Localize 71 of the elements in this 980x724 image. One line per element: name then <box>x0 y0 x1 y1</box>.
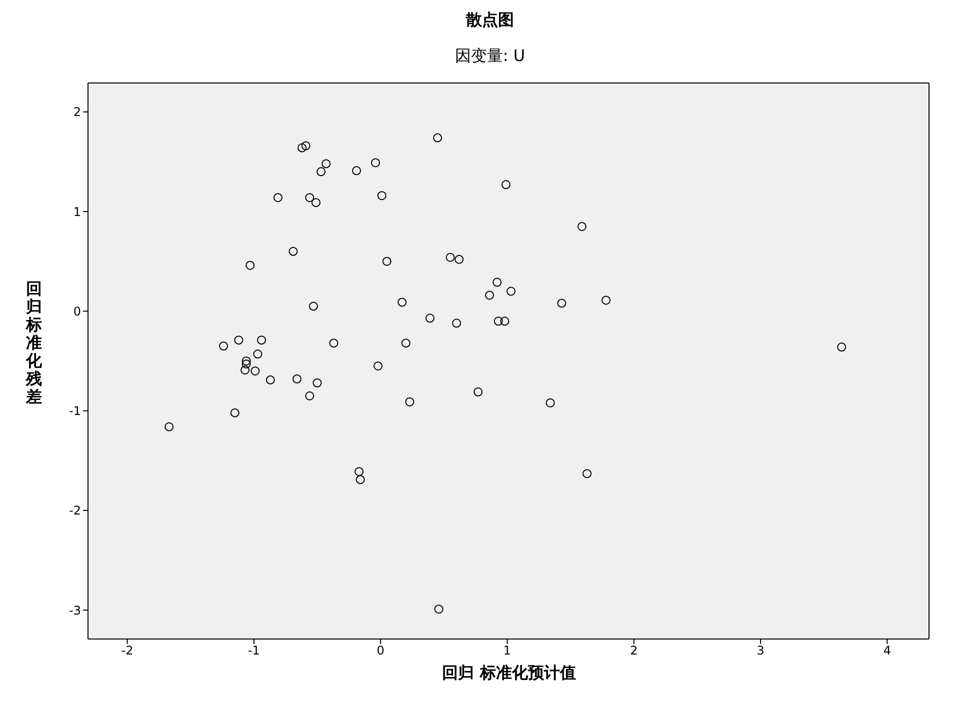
point <box>298 143 307 152</box>
y-tick-label: 1 <box>73 204 81 219</box>
point <box>377 191 386 200</box>
y-tick-label: 2 <box>73 105 81 120</box>
point <box>257 336 266 345</box>
point <box>501 180 510 190</box>
point <box>230 408 240 418</box>
x-tick-label: -1 <box>248 644 260 658</box>
point <box>474 387 483 396</box>
point <box>494 316 503 326</box>
point <box>246 260 255 270</box>
point <box>242 356 251 366</box>
point <box>308 302 318 311</box>
point <box>352 166 362 176</box>
point <box>546 398 555 408</box>
point <box>164 422 174 432</box>
point <box>582 469 592 478</box>
point <box>374 361 383 370</box>
point <box>837 342 846 352</box>
point <box>266 375 275 384</box>
x-tick-label: -2 <box>121 644 134 658</box>
chart-title: 散点图 <box>464 10 515 31</box>
point <box>305 391 314 400</box>
x-tick-label: 0 <box>376 644 384 658</box>
point <box>234 336 244 345</box>
point <box>219 342 228 351</box>
point <box>292 374 302 384</box>
point <box>485 290 494 300</box>
point <box>452 318 462 328</box>
point <box>311 198 320 208</box>
x-tick-label: 3 <box>756 644 764 658</box>
point <box>382 256 392 266</box>
point <box>492 278 502 287</box>
point <box>433 133 442 142</box>
y-tick-label: -3 <box>69 603 81 618</box>
point <box>356 475 365 484</box>
point <box>500 316 510 326</box>
point <box>602 296 611 305</box>
y-tick-label: -2 <box>69 504 81 518</box>
chart-subtitle: 因变量: U <box>454 46 526 67</box>
point <box>329 338 338 348</box>
x-axis-title: 回归 标准化预计值 <box>441 663 577 684</box>
y-tick-label: 0 <box>73 304 81 318</box>
point <box>322 159 331 168</box>
point <box>577 222 586 231</box>
point <box>253 350 262 359</box>
point <box>316 167 326 176</box>
point <box>301 141 310 150</box>
point <box>401 338 410 348</box>
point <box>288 246 298 256</box>
point <box>305 193 314 202</box>
point <box>312 378 322 388</box>
point <box>273 193 282 202</box>
x-tick-label: 1 <box>503 644 512 658</box>
x-tick-label: 2 <box>630 644 638 658</box>
point <box>405 397 414 406</box>
point <box>454 254 464 264</box>
point <box>250 366 260 376</box>
y-tick-label: -1 <box>69 404 81 418</box>
point <box>506 286 516 296</box>
point <box>425 314 434 323</box>
point <box>354 467 364 476</box>
point <box>434 604 444 614</box>
y-axis-title: 回归标准化残差 <box>26 279 43 406</box>
point <box>240 365 250 374</box>
point <box>398 298 407 307</box>
point <box>371 158 380 168</box>
point <box>242 359 251 368</box>
x-tick-label: 4 <box>883 644 892 658</box>
point <box>557 298 566 308</box>
point <box>446 252 455 262</box>
